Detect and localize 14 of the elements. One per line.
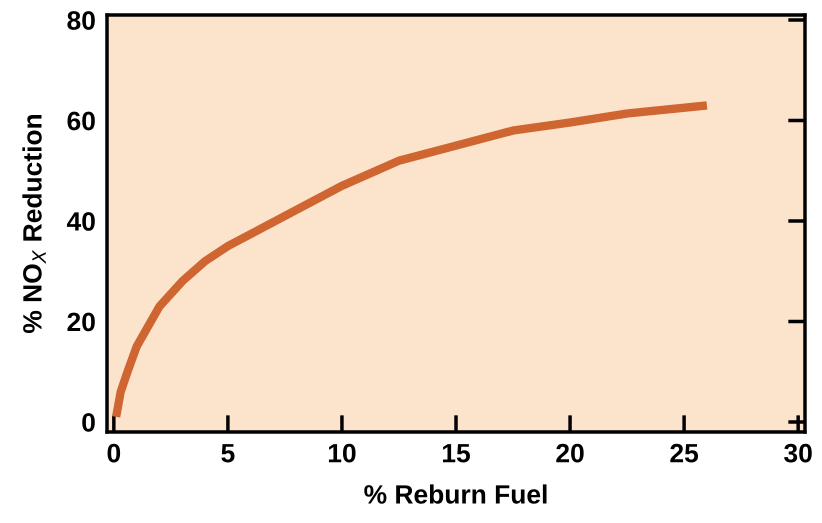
x-tick-label: 20: [556, 444, 584, 462]
x-tick-label: 5: [221, 444, 234, 462]
y-tick-label: 60: [68, 112, 95, 130]
y-axis-title: % NO$_{X}$ Reduction: [22, 114, 46, 334]
x-tick-label: 10: [328, 444, 356, 462]
x-tick-label: 25: [670, 444, 698, 462]
y-tick-label: 20: [67, 312, 95, 332]
x-tick-label: 30: [784, 444, 812, 463]
y-tick-label: 80: [67, 11, 95, 30]
x-tick-label: 0: [108, 444, 120, 462]
x-tick-label: 15: [442, 444, 470, 462]
x-axis-title: % Reburn Fuel: [364, 484, 547, 504]
y-tick-label: 40: [66, 212, 95, 231]
y-tick-label: 0: [82, 413, 95, 432]
